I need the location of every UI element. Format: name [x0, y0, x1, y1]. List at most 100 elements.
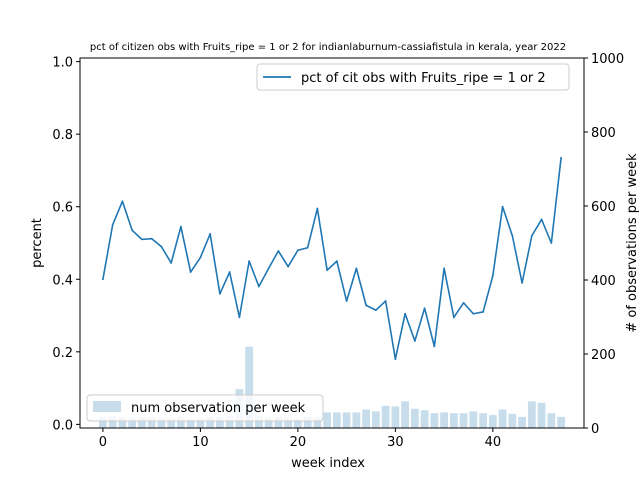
line-point-week-17	[267, 267, 270, 270]
bar-week-24	[332, 412, 341, 428]
line-point-week-38	[472, 312, 475, 315]
legend-line-frame	[256, 63, 570, 91]
line-point-week-21	[306, 246, 309, 249]
line-point-week-9	[189, 271, 192, 273]
bar-week-2	[118, 416, 127, 428]
line-point-week-32	[413, 340, 416, 342]
bar-week-29	[381, 405, 390, 428]
y2-tick-label-1000: 1000	[591, 52, 624, 67]
y2-tick-label-800: 800	[591, 126, 616, 141]
series-line-pct	[102, 157, 562, 360]
bar-week-7	[167, 417, 176, 428]
line-point-week-2	[121, 200, 124, 203]
y2-tick-label-600: 600	[591, 200, 616, 215]
bar-week-31	[401, 401, 410, 428]
bar-week-8	[177, 416, 185, 428]
y2-tick-label-0: 0	[591, 422, 599, 437]
line-point-week-14	[238, 316, 241, 319]
line-point-week-40	[491, 274, 494, 277]
line-point-week-30	[394, 358, 397, 360]
line-point-week-33	[423, 307, 426, 310]
bar-week-36	[449, 413, 458, 428]
bar-week-9	[186, 418, 195, 428]
bar-week-5	[147, 416, 156, 428]
line-point-week-42	[511, 234, 514, 237]
bar-week-6	[157, 417, 166, 428]
line-point-week-37	[462, 301, 465, 304]
line-point-week-47	[560, 156, 562, 159]
bar-week-37	[459, 413, 468, 428]
line-point-week-16	[257, 285, 260, 288]
legend-bar-series: num observation per week	[86, 394, 324, 422]
line-point-week-28	[374, 309, 377, 312]
bar-week-38	[469, 411, 478, 428]
bar-week-28	[371, 411, 380, 428]
bar-week-15	[245, 346, 254, 428]
x-tick-label-10: 10	[192, 435, 209, 450]
y-tick-label-4: 0.8	[52, 128, 73, 143]
x-tick-label-0: 0	[99, 435, 107, 450]
legend-line-label: pct of cit obs with Fruits_ripe = 1 or 2	[301, 71, 546, 86]
legend-bar-swatch	[93, 401, 121, 412]
bar-week-12	[215, 416, 224, 428]
bar-week-43	[518, 416, 526, 428]
y-tick-label-5: 1.0	[52, 56, 73, 71]
line-point-week-34	[433, 345, 436, 348]
bar-week-19	[284, 416, 293, 428]
bar-week-1	[108, 416, 117, 428]
line-point-week-5	[150, 237, 153, 240]
bar-week-16	[254, 416, 263, 428]
bar-week-22	[313, 416, 322, 428]
bar-week-4	[138, 416, 146, 428]
line-point-week-19	[287, 265, 290, 268]
bar-week-11	[206, 416, 215, 428]
line-point-week-18	[277, 250, 280, 252]
line-point-week-3	[131, 229, 134, 232]
x-tick-label-30: 30	[387, 435, 404, 450]
y2-tick-label-200: 200	[591, 348, 616, 363]
bar-week-0	[99, 416, 107, 428]
bar-week-35	[440, 412, 449, 428]
line-point-week-31	[404, 312, 407, 315]
line-point-week-0	[102, 278, 104, 281]
line-point-week-27	[365, 304, 368, 307]
chart-title: pct of citizen obs with Fruits_ripe = 1 …	[90, 42, 566, 53]
bar-week-46	[547, 413, 556, 428]
line-point-week-22	[316, 207, 319, 210]
bar-week-17	[264, 417, 273, 428]
axes-layer: 0 10 20 30 40 0.0 0.2 0.4 0.6 0.8 1.0 0 200 400 600 800…	[52, 52, 624, 450]
bar-week-23	[323, 412, 332, 428]
bar-week-39	[479, 413, 487, 428]
bar-week-26	[352, 412, 361, 428]
bar-week-10	[196, 417, 205, 428]
line-point-week-46	[550, 242, 553, 244]
line-point-week-36	[452, 316, 455, 319]
line-point-week-1	[111, 223, 114, 226]
bar-week-45	[537, 402, 546, 428]
bars-layer	[99, 346, 565, 428]
legend-bar-frame	[86, 394, 324, 422]
bar-week-30	[391, 406, 400, 428]
bar-week-47	[557, 416, 565, 428]
line-point-week-35	[443, 267, 446, 270]
line-point-week-39	[482, 311, 484, 313]
bar-week-42	[508, 413, 517, 428]
bar-week-18	[274, 416, 283, 428]
bar-week-40	[488, 415, 497, 428]
x-axis-label: week index	[291, 456, 365, 471]
line-point-week-4	[141, 238, 143, 241]
y2-tick-label-400: 400	[591, 274, 616, 289]
bar-week-25	[342, 412, 351, 428]
line-point-week-45	[540, 218, 543, 221]
line-point-week-12	[218, 292, 221, 295]
bar-week-34	[430, 413, 439, 428]
bar-week-33	[420, 410, 429, 428]
bar-week-32	[410, 408, 419, 428]
line-point-week-8	[180, 225, 182, 228]
line-layer	[102, 156, 562, 360]
line-point-week-26	[355, 267, 358, 270]
bar-week-20	[293, 418, 302, 428]
y-tick-label-2: 0.4	[52, 273, 73, 288]
line-point-week-15	[248, 260, 251, 263]
